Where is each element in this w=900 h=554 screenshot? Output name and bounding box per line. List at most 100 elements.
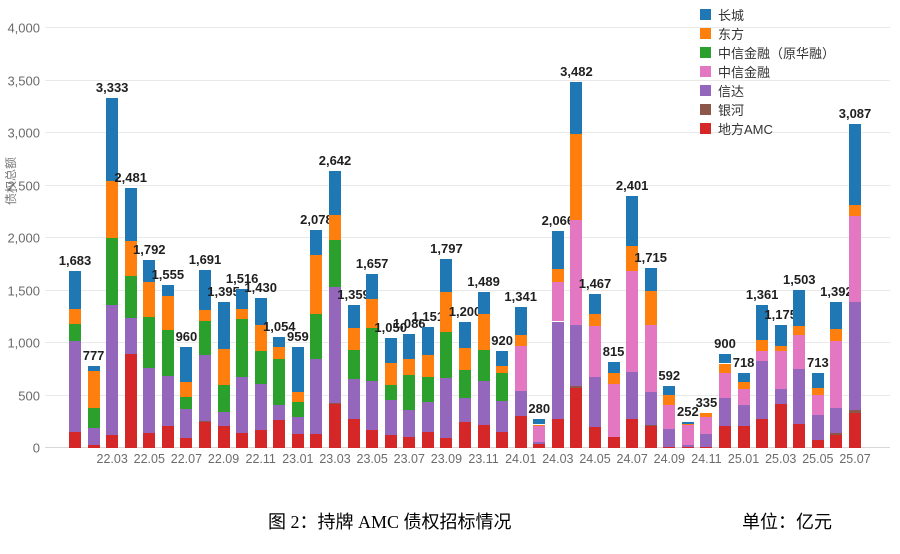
bar-segment-地方AMC <box>737 426 750 448</box>
x-tick-label: 25.03 <box>765 452 797 466</box>
bar-22.02 <box>87 366 100 448</box>
bar-total-label: 2,066 <box>541 213 575 229</box>
bar-total-label: 252 <box>676 403 699 419</box>
bar-segment-地方AMC <box>254 430 267 448</box>
bar-segment-东方 <box>700 412 713 418</box>
bar-segment-中信金融 <box>644 324 657 393</box>
bar-segment-中信金融（原华融） <box>124 275 137 318</box>
bar-segment-信达 <box>811 414 824 441</box>
bar-total-label: 900 <box>714 335 736 351</box>
bar-23.01 <box>291 347 304 448</box>
bar-segment-信达 <box>719 397 731 426</box>
bar-segment-信达 <box>384 399 397 435</box>
bar-segment-信达 <box>700 433 713 448</box>
bar-total-label: 960 <box>175 329 198 345</box>
gridline <box>45 289 890 291</box>
bar-segment-地方AMC <box>440 438 453 448</box>
bar-segment-信达 <box>69 341 81 432</box>
bar-segment-地方AMC <box>384 434 397 448</box>
bar-segment-东方 <box>106 181 119 238</box>
bar-segment-地方AMC <box>607 436 620 448</box>
bar-segment-东方 <box>69 308 81 325</box>
bar-segment-信达 <box>496 400 509 432</box>
bar-segment-长城 <box>421 327 434 356</box>
bar-segment-长城 <box>719 353 731 364</box>
bar-segment-信达 <box>161 375 174 427</box>
bar-25.06 <box>830 301 843 448</box>
bar-segment-东方 <box>756 339 769 352</box>
bar-total-label: 1,395 <box>207 283 240 299</box>
bar-23.08 <box>421 327 434 448</box>
bar-segment-银河 <box>830 432 843 436</box>
bar-segment-中信金融 <box>830 341 843 408</box>
legend-label: 东方 <box>718 27 745 42</box>
bar-segment-中信金融（原华融） <box>459 369 471 398</box>
legend-item-长城: 长城 <box>700 5 835 24</box>
bar-segment-地方AMC <box>551 419 564 448</box>
bar-22.11 <box>254 297 267 448</box>
bar-segment-中信金融（原华融） <box>217 385 230 412</box>
bar-segment-东方 <box>329 215 341 241</box>
bar-total-label: 1,086 <box>393 315 426 331</box>
bar-25.01 <box>737 372 750 448</box>
bar-segment-东方 <box>719 363 731 373</box>
bar-segment-长城 <box>106 98 119 182</box>
bar-segment-长城 <box>87 366 100 372</box>
bar-segment-东方 <box>421 355 434 378</box>
bar-total-label: 1,050 <box>374 319 407 335</box>
gridline <box>45 237 890 238</box>
bar-segment-长城 <box>384 337 397 363</box>
bar-segment-信达 <box>849 301 861 411</box>
bar-total-label: 1,392 <box>820 283 853 299</box>
bar-segment-地方AMC <box>366 430 379 448</box>
bar-total-label: 1,467 <box>578 275 612 291</box>
bar-24.11 <box>700 412 713 448</box>
bar-segment-信达 <box>273 405 286 420</box>
bar-segment-信达 <box>551 321 564 420</box>
bar-segment-地方AMC <box>756 418 769 448</box>
bar-segment-地方AMC <box>329 403 341 448</box>
legend-swatch-icon <box>700 85 711 96</box>
bar-segment-地方AMC <box>69 431 81 448</box>
bar-23.09 <box>440 259 453 448</box>
bar-segment-地方AMC <box>626 419 639 448</box>
bar-segment-东方 <box>143 281 156 317</box>
bar-segment-中信金融（原华融） <box>477 349 490 382</box>
bar-segment-地方AMC <box>106 435 119 448</box>
bar-segment-中信金融 <box>589 326 601 377</box>
x-tick-label: 23.03 <box>319 452 351 466</box>
bar-segment-东方 <box>347 328 360 350</box>
bar-total-label: 3,333 <box>95 80 129 96</box>
bar-segment-地方AMC <box>273 419 286 448</box>
bar-segment-东方 <box>180 381 193 397</box>
bar-22.09 <box>217 301 230 448</box>
bar-segment-中信金融（原华融） <box>384 384 397 400</box>
bar-segment-东方 <box>366 298 379 329</box>
bar-segment-信达 <box>217 411 230 426</box>
legend-item-东方: 东方 <box>700 24 835 43</box>
y-tick-label: 2,000 <box>7 230 40 246</box>
bar-23.03 <box>329 170 341 448</box>
x-tick-label: 24.07 <box>616 452 648 466</box>
x-tick-label: 24.01 <box>505 452 537 466</box>
bar-segment-东方 <box>254 324 267 352</box>
bar-total-label: 1,359 <box>337 287 370 303</box>
bar-segment-信达 <box>440 377 453 439</box>
bar-24.08 <box>644 267 657 448</box>
x-tick-label: 22.11 <box>245 452 276 466</box>
bar-segment-东方 <box>87 371 100 408</box>
y-tick-label: 3,000 <box>7 125 40 141</box>
bar-segment-信达 <box>366 380 379 431</box>
bar-total-label: 1,503 <box>783 272 816 288</box>
bar-segment-东方 <box>496 365 509 374</box>
bar-total-label: 2,401 <box>615 177 649 193</box>
x-tick-label: 24.05 <box>579 452 611 466</box>
bar-segment-信达 <box>291 416 304 434</box>
bar-segment-中信金融 <box>663 404 676 430</box>
bar-segment-中信金融 <box>774 350 787 389</box>
bar-segment-地方AMC <box>774 403 787 448</box>
bar-segment-地方AMC <box>199 422 211 448</box>
bar-segment-地方AMC <box>403 436 416 448</box>
bar-total-label: 3,087 <box>838 105 872 121</box>
bar-segment-地方AMC <box>143 433 156 448</box>
